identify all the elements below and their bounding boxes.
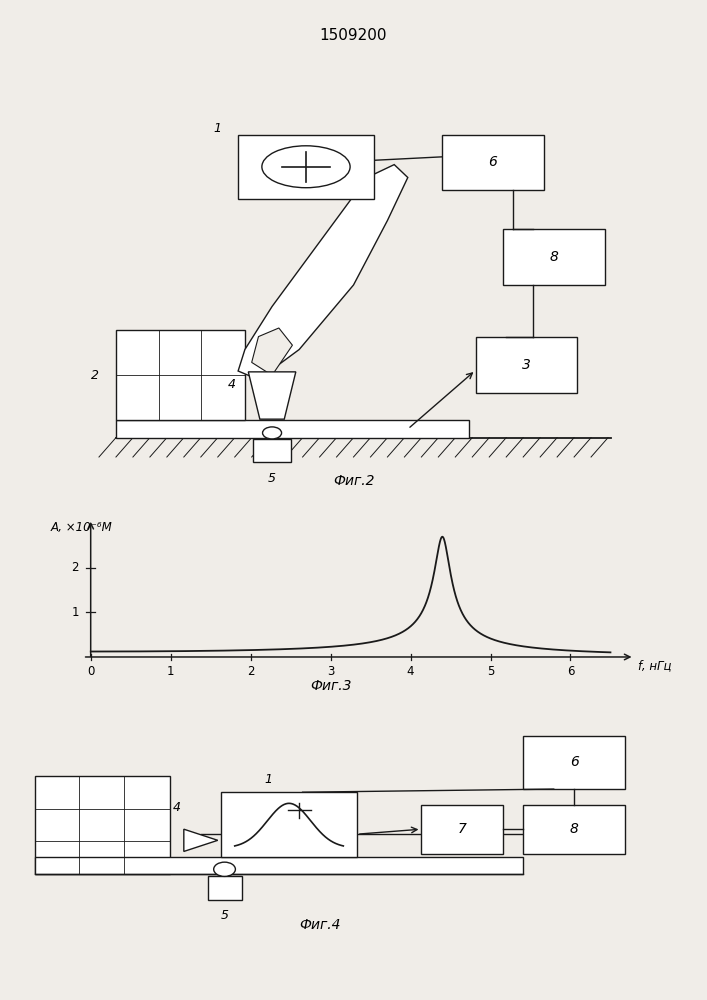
- Bar: [238, 134, 374, 199]
- Polygon shape: [248, 372, 296, 419]
- Text: 1: 1: [167, 665, 175, 678]
- Text: 8: 8: [570, 822, 578, 836]
- Text: 3: 3: [327, 665, 334, 678]
- Text: 5: 5: [268, 472, 276, 485]
- Text: 5: 5: [221, 909, 228, 922]
- Text: 2: 2: [247, 665, 255, 678]
- Polygon shape: [184, 829, 218, 851]
- Ellipse shape: [262, 146, 350, 188]
- Bar: [35, 857, 523, 874]
- Bar: [523, 736, 625, 789]
- Text: 1: 1: [264, 773, 273, 786]
- Polygon shape: [238, 165, 408, 380]
- Text: Фиг.2: Фиг.2: [333, 474, 374, 488]
- Bar: [116, 420, 469, 438]
- Text: 6: 6: [489, 155, 497, 169]
- Bar: [253, 439, 291, 462]
- Text: 4: 4: [173, 801, 181, 814]
- Text: 8: 8: [549, 250, 558, 264]
- Circle shape: [214, 862, 235, 876]
- Text: f, нГц: f, нГц: [638, 659, 672, 672]
- Text: 1509200: 1509200: [320, 27, 387, 42]
- Text: 5: 5: [487, 665, 494, 678]
- Text: 1: 1: [213, 121, 221, 134]
- Text: 6: 6: [567, 665, 574, 678]
- Text: 1: 1: [71, 606, 78, 619]
- Text: 6: 6: [570, 755, 578, 769]
- Bar: [221, 792, 357, 857]
- Bar: [476, 337, 578, 392]
- Text: 4: 4: [228, 378, 235, 391]
- Text: 3: 3: [522, 358, 531, 372]
- Bar: [35, 776, 170, 874]
- Bar: [421, 805, 503, 854]
- Polygon shape: [252, 328, 293, 375]
- Text: Фиг.3: Фиг.3: [310, 679, 351, 693]
- Text: 4: 4: [407, 665, 414, 678]
- Bar: [442, 135, 544, 190]
- Text: 2: 2: [91, 369, 99, 382]
- Text: 0: 0: [87, 665, 94, 678]
- Text: Фиг.4: Фиг.4: [299, 918, 340, 932]
- Bar: [523, 805, 625, 854]
- Text: 7: 7: [457, 822, 467, 836]
- Bar: [208, 876, 242, 900]
- Circle shape: [262, 427, 281, 439]
- Bar: [116, 330, 245, 420]
- Bar: [503, 229, 604, 285]
- Text: A, ×10⁻⁶М: A, ×10⁻⁶М: [51, 521, 112, 534]
- Text: 2: 2: [71, 561, 78, 574]
